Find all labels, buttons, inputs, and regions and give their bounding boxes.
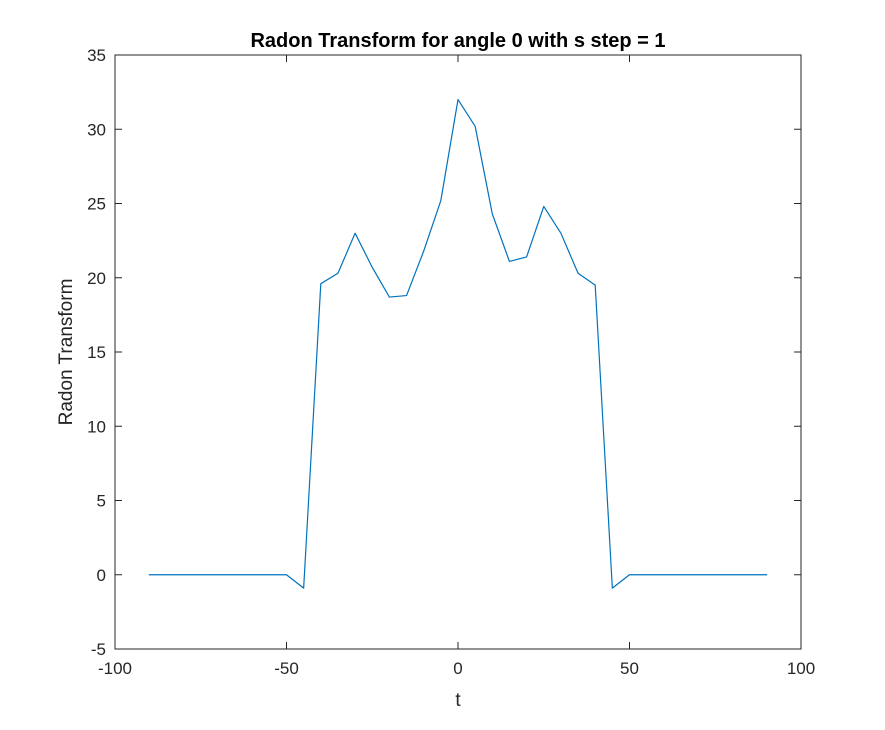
series-group — [148, 98, 768, 589]
x-tick-label: 50 — [620, 659, 639, 678]
y-tick-label: 10 — [87, 417, 106, 436]
chart-title: Radon Transform for angle 0 with s step … — [250, 30, 665, 52]
y-tick-label: 35 — [87, 46, 106, 65]
y-tick-label: 30 — [87, 120, 106, 139]
y-tick-label: 15 — [87, 343, 106, 362]
x-tick-label: 0 — [453, 659, 462, 678]
y-tick-label: -5 — [91, 640, 106, 659]
x-axis-label: t — [455, 690, 461, 711]
x-tick-label: -50 — [274, 659, 299, 678]
x-tick-label: -100 — [98, 659, 132, 678]
x-tick-label: 100 — [787, 659, 815, 678]
y-tick-label: 20 — [87, 269, 106, 288]
series-line — [148, 98, 768, 589]
y-tick-label: 25 — [87, 195, 106, 214]
y-axis-label: Radon Transform — [56, 279, 77, 426]
y-tick-label: 5 — [97, 492, 106, 511]
plot-area — [114, 54, 802, 650]
y-tick-label: 0 — [97, 566, 106, 585]
